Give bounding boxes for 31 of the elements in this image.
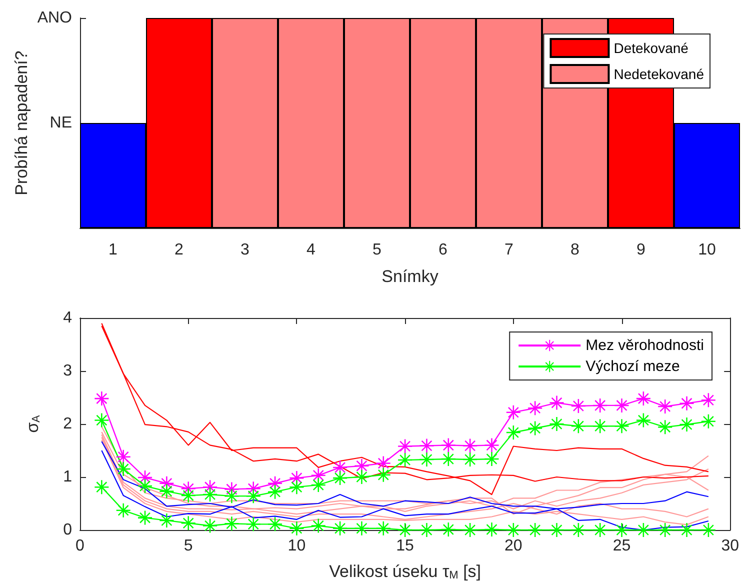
x-tick-label: 15	[396, 538, 414, 554]
y-tick-label: 3	[63, 362, 72, 380]
y-tick-label: 0	[63, 522, 72, 538]
x-tick-label: 10	[288, 538, 306, 554]
x-tick-label: 5	[372, 242, 382, 258]
y-tick-label: 2	[63, 416, 72, 432]
x-tick-label: 30	[721, 538, 740, 554]
y-tick-label: 4	[63, 310, 72, 326]
y-axis-title: σA	[23, 414, 42, 433]
x-tick-label: 20	[504, 538, 522, 554]
x-tick-label: 3	[240, 242, 250, 258]
x-axis-title: Snímky	[382, 267, 439, 286]
x-tick-label: 2	[174, 242, 184, 258]
x-tick-label: 9	[636, 242, 646, 258]
legend-label: Výchozí meze	[586, 358, 680, 375]
text: NE	[50, 114, 72, 132]
x-tick-label: 10	[698, 242, 716, 258]
x-tick-label: 4	[306, 242, 316, 258]
x-tick-label: 25	[612, 538, 631, 554]
x-tick-label: 1	[108, 242, 118, 258]
x-tick-label: 5	[184, 538, 193, 554]
y-axis-title: Probíhá napadení?	[12, 50, 31, 196]
legend-label: Nedetekované	[614, 66, 704, 82]
text: ANO	[37, 10, 72, 26]
x-tick-label: 7	[504, 242, 514, 258]
x-tick-label: 8	[570, 242, 580, 258]
legend-label: Detekované	[614, 40, 689, 56]
legend-label: Mez věrohodnosti	[586, 337, 704, 354]
x-tick-label: 6	[438, 242, 448, 258]
y-tick-label: 1	[63, 468, 72, 486]
x-tick-label: 0	[76, 538, 85, 554]
